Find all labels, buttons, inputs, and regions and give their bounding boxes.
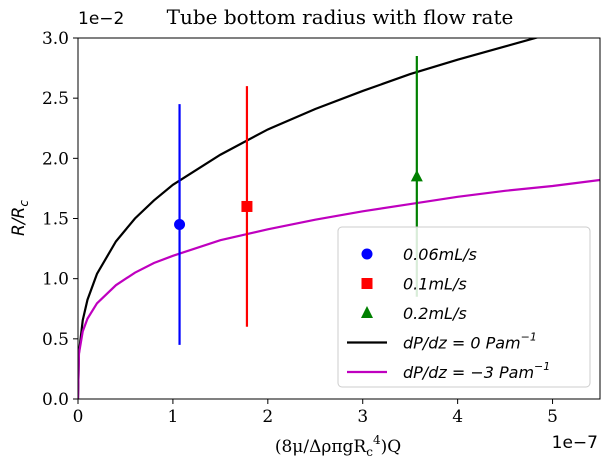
axes: 0 1 2 3 4 5 0.0 0.5 1.0 1.5 2.0 2.5 3.0 <box>42 29 601 427</box>
legend-label-3: dP/dz = 0 Pam−1 <box>403 331 537 353</box>
x-tick-label-5: 5 <box>547 407 558 427</box>
y-tick-label-1: 0.5 <box>42 330 69 350</box>
y-tick-label-4: 2.0 <box>42 149 69 169</box>
y-axis-title: R/Rc <box>9 200 31 236</box>
data-point-2 <box>410 169 423 182</box>
x-exponent-label: 1e−7 <box>552 433 598 453</box>
legend-label-2: 0.2mL/s <box>403 304 467 323</box>
y-tick-label-0: 0.0 <box>42 390 69 410</box>
legend-marker-0 <box>361 248 373 260</box>
y-tick-label-2: 1.0 <box>42 270 69 290</box>
legend: 0.06mL/s 0.1mL/s 0.2mL/s dP/dz = 0 Pam−1 dP/… <box>337 226 591 388</box>
y-exponent-label: 1e−2 <box>78 9 124 29</box>
x-tick-label-0: 0 <box>73 407 84 427</box>
data-point-1 <box>241 200 253 212</box>
series-line-3 <box>78 38 540 399</box>
y-tick-label-5: 2.5 <box>42 89 69 109</box>
legend-label-4: dP/dz = −3 Pam−1 <box>403 360 550 382</box>
legend-label-0: 0.06mL/s <box>403 245 477 264</box>
legend-marker-1 <box>361 278 373 289</box>
legend-marker-2 <box>361 306 373 318</box>
x-tick-label-4: 4 <box>452 407 463 427</box>
y-tick-label-3: 1.5 <box>42 210 69 230</box>
x-tick-label-3: 3 <box>357 407 368 427</box>
x-tick-label-1: 1 <box>167 407 178 427</box>
legend-label-1: 0.1mL/s <box>403 275 467 294</box>
x-axis-title: (8μ/ΔρπgRc4)Q <box>275 433 401 459</box>
y-tick-label-6: 3.0 <box>42 29 69 49</box>
chart-title: Tube bottom radius with flow rate <box>167 5 514 29</box>
series-line-4 <box>78 178 600 399</box>
legend-box <box>337 226 591 388</box>
data-point-0 <box>174 219 186 231</box>
x-tick-label-2: 2 <box>262 407 273 427</box>
